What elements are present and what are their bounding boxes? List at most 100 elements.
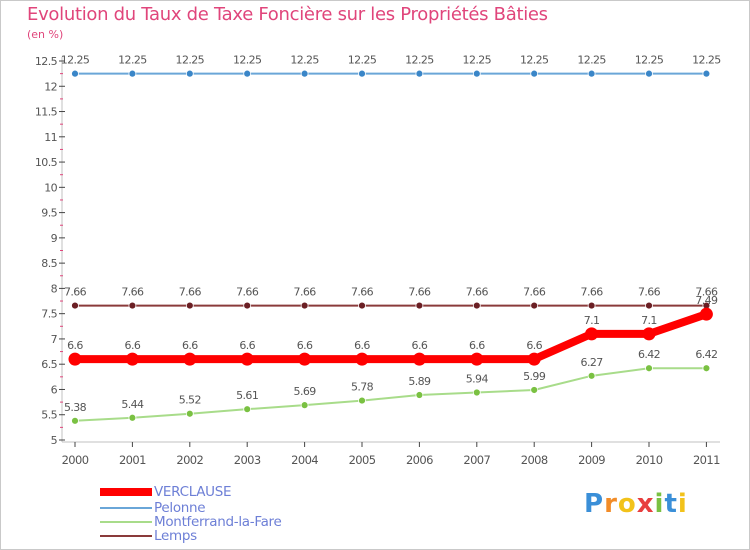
data-label-verclause: 6.6 (239, 339, 255, 352)
data-label-pelonne: 12.25 (405, 54, 434, 67)
y-tick-label: 11.5 (35, 106, 58, 119)
legend-label: Lemps (154, 528, 197, 544)
data-label-lemps: 7.66 (581, 286, 604, 299)
data-label-verclause: 6.6 (354, 339, 370, 352)
data-point-lemps (415, 301, 424, 310)
data-point-lemps (472, 301, 481, 310)
x-tick-label: 2005 (349, 453, 376, 467)
data-label-verclause: 7.1 (584, 314, 600, 327)
legend-label: Pelonne (154, 500, 206, 516)
x-tick-label: 2011 (693, 453, 720, 467)
y-tick-label: 6 (51, 383, 58, 396)
data-point-lemps (300, 301, 309, 310)
series-line-verclause (71, 310, 711, 364)
data-label-verclause: 6.6 (526, 339, 542, 352)
data-label-lemps: 7.66 (466, 286, 489, 299)
x-tick-label: 2000 (62, 453, 89, 467)
data-point-verclause (527, 352, 541, 366)
legend-label: Montferrand-la-Fare (154, 514, 282, 530)
data-label-verclause: 6.6 (125, 339, 141, 352)
logo-letter: P (584, 489, 605, 519)
data-label-pelonne: 12.25 (463, 54, 492, 67)
y-tick-label: 12.5 (35, 55, 58, 68)
x-tick-label: 2009 (578, 453, 605, 467)
data-label-pelonne: 12.25 (176, 54, 205, 67)
data-label-verclause: 6.6 (182, 339, 198, 352)
data-point-verclause (699, 307, 713, 321)
data-label-verclause: 7.49 (695, 294, 718, 307)
data-label-verclause: 6.6 (67, 339, 83, 352)
legend-swatch (100, 535, 152, 537)
data-point-lemps (358, 301, 366, 310)
data-label-montferrand-la-fare: 5.38 (64, 401, 87, 414)
x-tick-label: 2001 (119, 453, 146, 467)
data-point-montferrand-la-fare (472, 388, 481, 397)
data-point-montferrand-la-fare (71, 416, 79, 425)
data-label-montferrand-la-fare: 5.78 (351, 381, 374, 394)
y-tick-label: 8 (51, 282, 58, 295)
data-point-pelonne (185, 69, 194, 78)
y-tick-label: 11 (44, 131, 57, 144)
legend-swatch (100, 488, 152, 496)
data-point-montferrand-la-fare (185, 409, 194, 418)
data-point-verclause (183, 352, 197, 366)
legend-swatch (100, 521, 152, 523)
data-label-pelonne: 12.25 (577, 54, 606, 67)
y-tick-label: 7 (51, 333, 58, 346)
data-point-pelonne (300, 69, 309, 78)
data-point-montferrand-la-fare (243, 405, 252, 414)
data-label-verclause: 7.1 (641, 314, 657, 327)
data-point-lemps (243, 301, 252, 310)
x-tick-label: 2006 (406, 453, 433, 467)
data-point-lemps (587, 301, 596, 310)
data-point-pelonne (645, 69, 653, 78)
data-label-montferrand-la-fare: 5.99 (523, 370, 546, 383)
data-label-montferrand-la-fare: 5.94 (466, 372, 489, 385)
legend-item: Pelonne (100, 500, 206, 516)
data-label-lemps: 7.66 (236, 286, 259, 299)
logo-letter: r (604, 489, 618, 519)
legend-item: VERCLAUSE (100, 484, 232, 500)
data-label-pelonne: 12.25 (233, 54, 262, 67)
data-point-verclause (470, 352, 484, 366)
proxiti-logo: Proxiti (584, 489, 688, 519)
series-line-montferrand-la-fare (74, 367, 708, 422)
logo-letter: t (664, 489, 678, 519)
data-label-lemps: 7.66 (294, 286, 317, 299)
data-label-lemps: 7.66 (179, 286, 202, 299)
data-point-montferrand-la-fare (530, 386, 539, 394)
data-label-pelonne: 12.25 (692, 54, 721, 67)
logo-letter: i (677, 489, 688, 519)
data-label-montferrand-la-fare: 5.52 (179, 394, 201, 407)
data-point-montferrand-la-fare (415, 391, 424, 399)
logo-letter: i (654, 489, 665, 519)
legend-label: VERCLAUSE (154, 484, 232, 500)
data-label-montferrand-la-fare: 5.69 (294, 385, 317, 398)
data-point-pelonne (587, 69, 596, 78)
data-point-montferrand-la-fare (645, 364, 653, 373)
y-tick-label: 10.5 (35, 156, 58, 169)
data-point-pelonne (128, 69, 137, 78)
data-label-pelonne: 12.25 (520, 54, 549, 67)
x-tick-label: 2007 (463, 453, 490, 467)
data-point-pelonne (243, 69, 252, 78)
data-point-montferrand-la-fare (128, 413, 137, 422)
data-point-lemps (185, 301, 194, 310)
data-label-lemps: 7.66 (408, 286, 431, 299)
data-label-verclause: 6.6 (297, 339, 313, 352)
legend-item: Lemps (100, 528, 197, 544)
y-tick-label: 5 (51, 434, 58, 447)
x-tick-label: 2003 (234, 453, 261, 467)
data-label-lemps: 7.66 (64, 286, 87, 299)
data-label-lemps: 7.66 (121, 286, 144, 299)
legend-item: Montferrand-la-Fare (100, 514, 282, 530)
data-point-montferrand-la-fare (358, 396, 366, 405)
logo-letter: o (617, 489, 637, 519)
data-label-montferrand-la-fare: 5.44 (121, 398, 144, 411)
data-point-verclause (642, 327, 656, 341)
y-tick-label: 7.5 (41, 308, 57, 321)
data-point-pelonne (358, 69, 366, 78)
data-point-verclause (585, 327, 599, 341)
